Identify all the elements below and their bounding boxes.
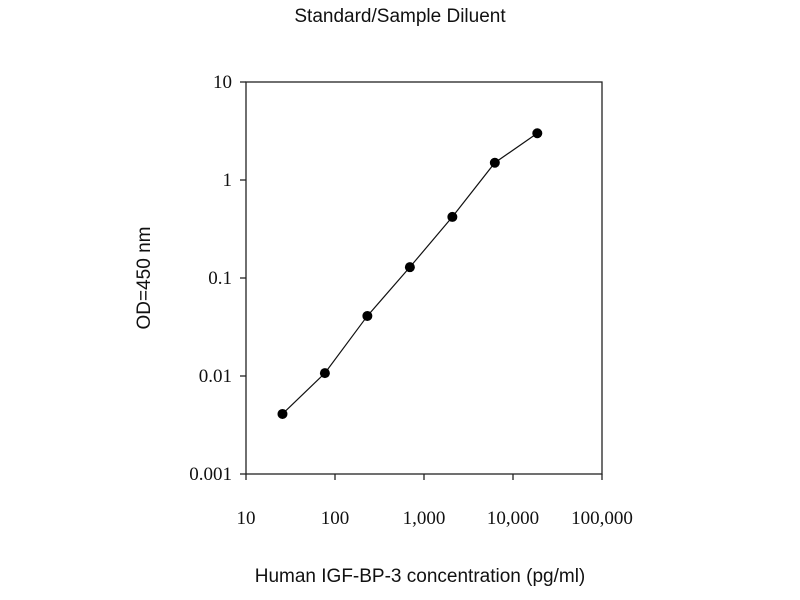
y-tick-label: 0.01 — [199, 366, 232, 387]
x-tick-label: 10,000 — [487, 508, 539, 529]
data-point — [404, 262, 415, 273]
y-tick-label: 0.1 — [208, 268, 232, 289]
data-point — [277, 408, 288, 419]
x-tick-label: 1,000 — [403, 508, 446, 529]
data-point — [319, 368, 330, 379]
x-tick-label: 100,000 — [571, 508, 633, 529]
y-tick-label: 0.001 — [189, 464, 232, 485]
data-point — [447, 211, 458, 222]
y-tick-label: 10 — [213, 72, 232, 93]
data-point — [489, 157, 500, 168]
data-point — [362, 310, 373, 321]
plot-frame — [245, 81, 603, 475]
data-point — [532, 128, 543, 139]
chart-title: Standard/Sample Diluent — [294, 6, 506, 27]
x-tick-label: 10 — [237, 508, 256, 529]
x-tick-label: 100 — [321, 508, 350, 529]
y-tick-label: 1 — [223, 170, 233, 191]
x-axis-label: Human IGF-BP-3 concentration (pg/ml) — [254, 566, 586, 587]
